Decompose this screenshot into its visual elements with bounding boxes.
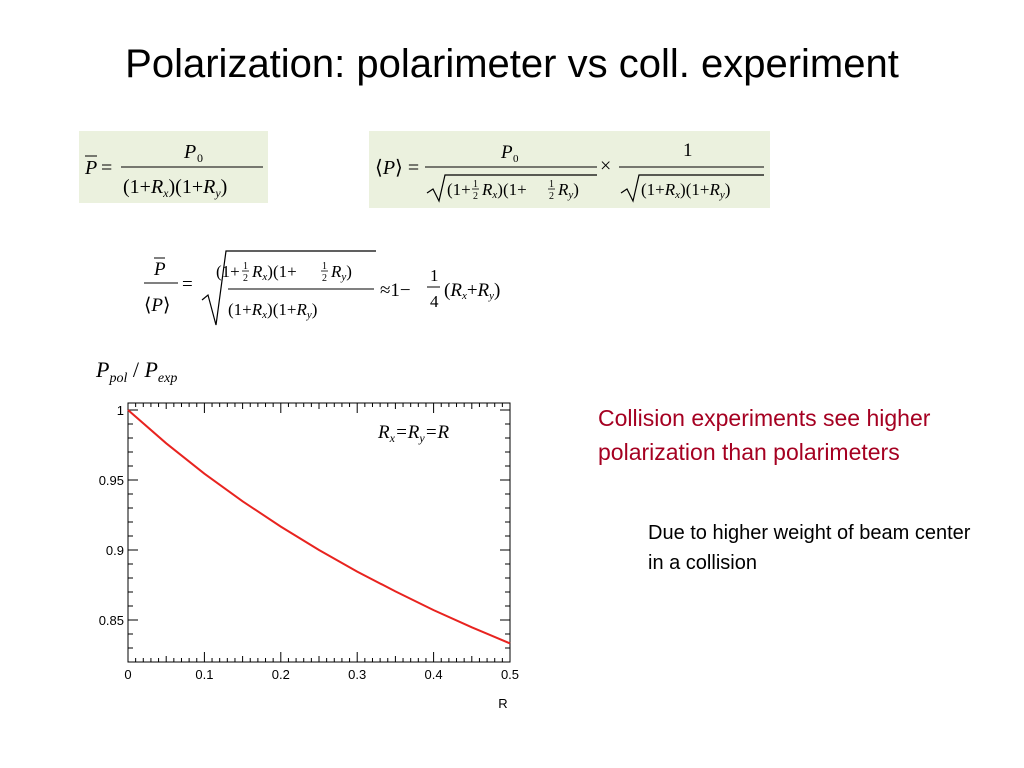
x-tick-label: 0	[124, 667, 131, 682]
svg-text:1: 1	[473, 179, 478, 190]
svg-text:1: 1	[243, 261, 248, 272]
svg-text:=: =	[101, 157, 112, 179]
svg-text:2: 2	[473, 191, 478, 202]
series-line-0	[127, 409, 511, 645]
formula-collision: ⟨P⟩ = P 0 (1+ 1 2 Rx)(1+ 1 2 Ry) × 1 (1+…	[375, 140, 764, 203]
x-tick-label: 0.1	[195, 667, 213, 682]
svg-text:4: 4	[430, 292, 439, 311]
formula-collision-box: ⟨P⟩ = P 0 (1+ 1 2 Rx)(1+ 1 2 Ry) × 1 (1+…	[369, 131, 770, 208]
svg-text:0: 0	[197, 151, 203, 165]
y-tick-label: 0.95	[99, 473, 124, 488]
svg-text:Ry): Ry)	[557, 180, 579, 201]
svg-text:(1+Rx)(1+Ry): (1+Rx)(1+Ry)	[123, 176, 227, 200]
svg-text:2: 2	[243, 273, 248, 284]
svg-text:1: 1	[322, 261, 327, 272]
svg-text:1: 1	[683, 140, 693, 161]
svg-text:(1+Rx)(1+Ry): (1+Rx)(1+Ry)	[641, 180, 730, 201]
sub-note: Due to higher weight of beam center in a…	[648, 522, 971, 574]
x-tick-label: 0.5	[501, 667, 519, 682]
x-axis-label: R	[498, 696, 507, 711]
y-tick-label: 1	[117, 403, 124, 418]
svg-text:P: P	[183, 141, 196, 163]
svg-text:Ry): Ry)	[330, 262, 352, 283]
svg-text:2: 2	[322, 273, 327, 284]
x-tick-label: 0.3	[348, 667, 366, 682]
svg-text:2: 2	[549, 191, 554, 202]
svg-text:×: ×	[600, 155, 611, 177]
svg-text:≈1−: ≈1−	[380, 280, 411, 301]
y-axis-title: Ppol / Pexp	[96, 357, 178, 386]
svg-text:(1+: (1+	[447, 180, 471, 199]
x-tick-label: 0.2	[272, 667, 290, 682]
svg-text:(1+Rx)(1+Ry): (1+Rx)(1+Ry)	[228, 300, 317, 321]
svg-text:Rx)(1+: Rx)(1+	[481, 180, 527, 201]
svg-text:(1+: (1+	[216, 262, 240, 281]
svg-text:⟨P⟩ =: ⟨P⟩ =	[375, 157, 419, 179]
y-tick-label: 0.9	[106, 543, 124, 558]
svg-text:1: 1	[430, 266, 439, 285]
formula-polarimeter-box: P = P 0 (1+Rx)(1+Ry)	[79, 131, 268, 203]
svg-text:P: P	[153, 259, 166, 280]
svg-text:P: P	[84, 157, 97, 179]
svg-text:=: =	[182, 274, 193, 295]
svg-text:P: P	[500, 142, 513, 163]
formula-polarimeter: P = P 0 (1+Rx)(1+Ry)	[84, 141, 263, 200]
svg-text:⟨P⟩: ⟨P⟩	[144, 295, 170, 316]
y-tick-label: 0.85	[99, 613, 124, 628]
formula-ratio: P ⟨P⟩ = (1+ 1 2 Rx)(1+ 1 2 Ry) (1+Rx)(1+…	[144, 250, 500, 326]
main-note: Collision experiments see higher polariz…	[598, 405, 931, 465]
x-tick-label: 0.4	[425, 667, 443, 682]
svg-text:Rx)(1+: Rx)(1+	[251, 262, 297, 283]
svg-text:(Rx+Ry): (Rx+Ry)	[444, 280, 500, 302]
svg-text:0: 0	[513, 153, 519, 165]
svg-text:1: 1	[549, 179, 554, 190]
curve-annotation: Rx=Ry=R	[377, 422, 450, 445]
plot-frame	[127, 402, 511, 663]
slide-title: Polarization: polarimeter vs coll. exper…	[125, 42, 899, 86]
